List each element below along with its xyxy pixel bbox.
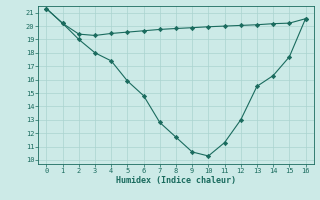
- X-axis label: Humidex (Indice chaleur): Humidex (Indice chaleur): [116, 176, 236, 185]
